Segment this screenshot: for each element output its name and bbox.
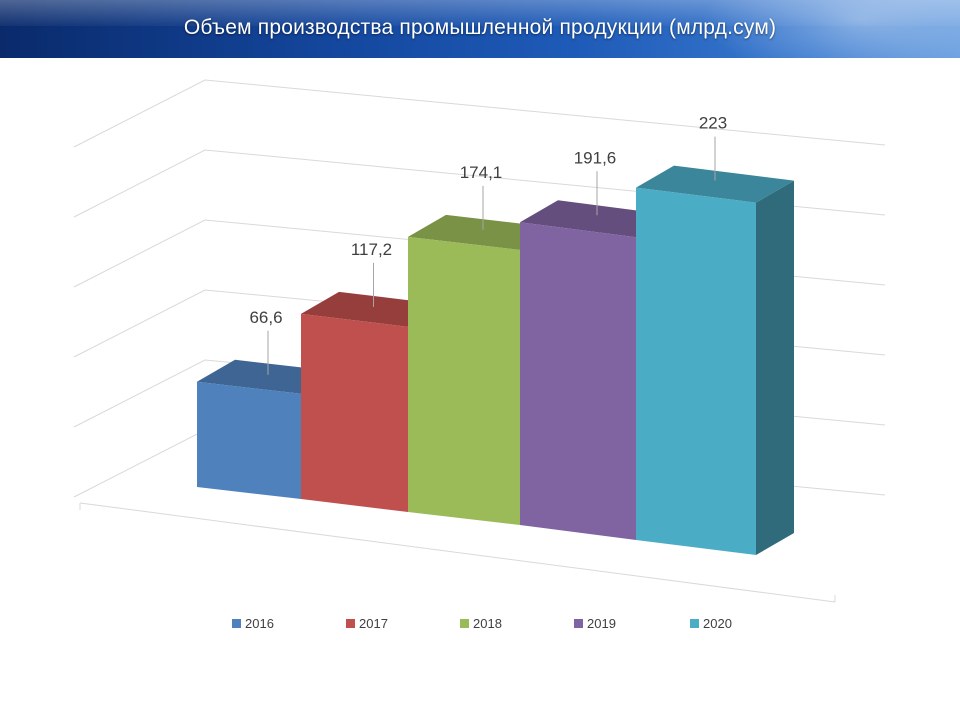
legend-item-2016: 2016: [232, 616, 274, 631]
bar-front: [408, 236, 520, 525]
data-label: 223: [699, 114, 727, 133]
legend-label: 2016: [245, 616, 274, 631]
bar-front: [636, 187, 756, 555]
data-labels: 66,6 117,2 174,1 191,6 223: [249, 114, 727, 375]
legend: 2016 2017 2018 2019 2020: [232, 616, 732, 631]
legend-swatch: [574, 619, 583, 628]
bar-top: [636, 165, 794, 203]
chart-title: Объем производства промышленной продукци…: [183, 16, 777, 39]
data-label: 117,2: [351, 240, 392, 259]
bar-side: [756, 180, 794, 555]
bar-front: [520, 222, 636, 540]
legend-label: 2019: [587, 616, 616, 631]
gridline: [73, 79, 886, 148]
data-label: 191,6: [574, 148, 617, 167]
bar-front: [301, 313, 408, 512]
banner-gloss: [0, 0, 960, 26]
bars: [197, 165, 794, 555]
legend-item-2020: 2020: [690, 616, 732, 631]
legend-swatch: [460, 619, 469, 628]
bar-top: [520, 200, 674, 238]
legend-item-2018: 2018: [460, 616, 502, 631]
legend-swatch: [232, 619, 241, 628]
legend-label: 2020: [703, 616, 732, 631]
title-banner: Объем производства промышленной продукци…: [0, 0, 960, 58]
floor-line: [79, 502, 836, 603]
bar-2020: [636, 165, 794, 555]
legend-label: 2018: [473, 616, 502, 631]
bar-front: [197, 381, 301, 499]
legend-item-2019: 2019: [574, 616, 616, 631]
legend-item-2017: 2017: [346, 616, 388, 631]
legend-label: 2017: [359, 616, 388, 631]
data-label: 174,1: [460, 163, 503, 182]
legend-swatch: [346, 619, 355, 628]
legend-swatch: [690, 619, 699, 628]
data-label: 66,6: [249, 308, 282, 327]
banner-swoosh: [700, 0, 960, 58]
